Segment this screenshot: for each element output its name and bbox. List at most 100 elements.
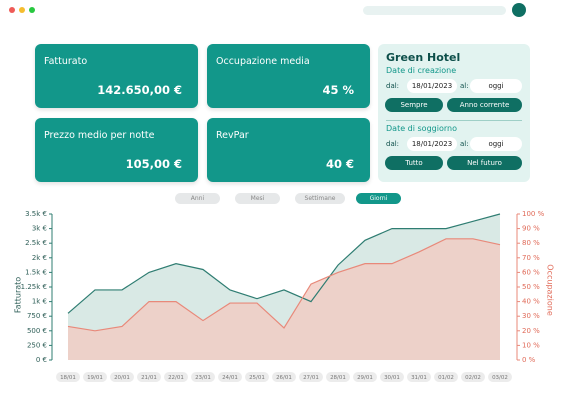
line	[67, 238, 501, 332]
kpi-label: RevPar	[216, 130, 249, 141]
x-tick-label: 01/02	[438, 375, 454, 381]
x-tick-label: 30/01	[384, 375, 400, 381]
x-tick-pill	[461, 372, 485, 382]
x-tick-label: 31/01	[411, 375, 427, 381]
kpi-value: 142.650,00 €	[97, 83, 182, 97]
y-tick-label: 750 €	[27, 312, 47, 320]
filter-panel: Green Hotel Date di creazione dal: 18/01/20…	[378, 44, 530, 182]
x-tick-pill	[299, 372, 323, 382]
kpi-label: Fatturato	[44, 56, 88, 67]
x-tick-label: 18/01	[60, 375, 76, 381]
button[interactable]: Anno corrente	[447, 98, 522, 112]
x-tick-pill	[245, 372, 269, 382]
x-tick-pill	[353, 372, 377, 382]
y2-tick-label: 20 %	[522, 327, 540, 335]
x-tick-pill	[83, 372, 107, 382]
section-title: Date di soggiorno	[386, 124, 457, 133]
to-label: al:	[460, 82, 469, 90]
y2-tick-label: 40 %	[522, 298, 540, 306]
y-tick-label: 1k €	[32, 298, 47, 306]
from-input[interactable]: 18/01/2023	[407, 137, 457, 151]
y2-tick-label: 30 %	[522, 312, 540, 320]
tab[interactable]: Anni	[175, 193, 220, 204]
y-tick-label: 3k €	[32, 225, 47, 233]
button[interactable]: Sempre	[385, 98, 443, 112]
x-tick-pill	[56, 372, 80, 382]
x-tick-label: 26/01	[276, 375, 292, 381]
x-tick-label: 20/01	[114, 375, 130, 381]
y2-tick-label: 50 %	[522, 283, 540, 291]
y-axis-title: Fatturato	[14, 277, 23, 313]
x-tick-label: 25/01	[249, 375, 265, 381]
from-label: dal:	[386, 140, 400, 148]
y2-tick-label: 90 %	[522, 225, 540, 233]
y-tick-label: 1.25k €	[21, 283, 47, 291]
x-tick-label: 29/01	[357, 375, 373, 381]
button[interactable]: Tutto	[385, 156, 443, 170]
y-tick-label: 2.5k €	[25, 239, 47, 247]
x-tick-label: 22/01	[168, 375, 184, 381]
x-tick-label: 19/01	[87, 375, 103, 381]
section-title: Date di creazione	[386, 66, 457, 75]
kpi-label: Prezzo medio per notte	[44, 130, 155, 141]
kpi-card: RevPar 40 €	[207, 118, 370, 182]
dot	[9, 7, 15, 13]
kpi-value: 45 %	[322, 83, 354, 97]
x-tick-pill	[488, 372, 512, 382]
x-tick-pill	[164, 372, 188, 382]
tab[interactable]: Mesi	[235, 193, 280, 204]
user-icon[interactable]	[512, 3, 526, 17]
x-tick-pill	[272, 372, 296, 382]
tab[interactable]: Giorni	[356, 193, 401, 204]
search-bar[interactable]	[363, 6, 506, 15]
y-tick-label: 500 €	[27, 327, 47, 335]
y2-tick-label: 100 %	[522, 210, 545, 218]
y-tick-label: 2k €	[32, 254, 47, 262]
dot	[29, 7, 35, 13]
browser-bar	[0, 0, 566, 21]
x-tick-label: 03/02	[492, 375, 508, 381]
panel-title: Green Hotel	[386, 51, 461, 64]
kpi-card: Fatturato 142.650,00 €	[35, 44, 198, 108]
kpi-card: Prezzo medio per notte 105,00 €	[35, 118, 198, 182]
to-input[interactable]: oggi	[470, 79, 522, 93]
x-tick-pill	[110, 372, 134, 382]
x-tick-pill	[191, 372, 215, 382]
x-tick-pill	[137, 372, 161, 382]
kpi-card: Occupazione media 45 %	[207, 44, 370, 108]
from-input[interactable]: 18/01/2023	[407, 79, 457, 93]
y-tick-label: 3.5k €	[25, 210, 47, 218]
y2-tick-label: 10 %	[522, 341, 540, 349]
y-tick-label: 1.5k €	[25, 268, 47, 276]
y2-tick-label: 70 %	[522, 254, 540, 262]
kpi-value: 40 €	[325, 157, 354, 171]
x-tick-pill	[218, 372, 242, 382]
y-tick-label: 250 €	[27, 341, 47, 349]
x-tick-label: 21/01	[141, 375, 157, 381]
x-tick-pill	[434, 372, 458, 382]
area	[68, 238, 500, 360]
x-tick-pill	[380, 372, 404, 382]
x-tick-label: 27/01	[303, 375, 319, 381]
x-tick-label: 24/01	[222, 375, 238, 381]
kpi-value: 105,00 €	[125, 157, 182, 171]
button[interactable]: Nel futuro	[447, 156, 522, 170]
y2-tick-label: 0 %	[522, 356, 536, 364]
y-tick-label: 0 €	[36, 356, 47, 364]
line	[67, 213, 501, 314]
y2-tick-label: 80 %	[522, 239, 540, 247]
y2-axis-title: Occupazione	[546, 264, 555, 316]
tab[interactable]: Settimane	[295, 193, 345, 204]
to-input[interactable]: oggi	[470, 137, 522, 151]
divider	[386, 120, 522, 121]
x-tick-label: 02/02	[465, 375, 481, 381]
x-tick-pill	[326, 372, 350, 382]
x-tick-label: 28/01	[330, 375, 346, 381]
from-label: dal:	[386, 82, 400, 90]
kpi-label: Occupazione media	[216, 56, 310, 67]
x-tick-pill	[407, 372, 431, 382]
x-tick-label: 23/01	[195, 375, 211, 381]
to-label: al:	[460, 140, 469, 148]
